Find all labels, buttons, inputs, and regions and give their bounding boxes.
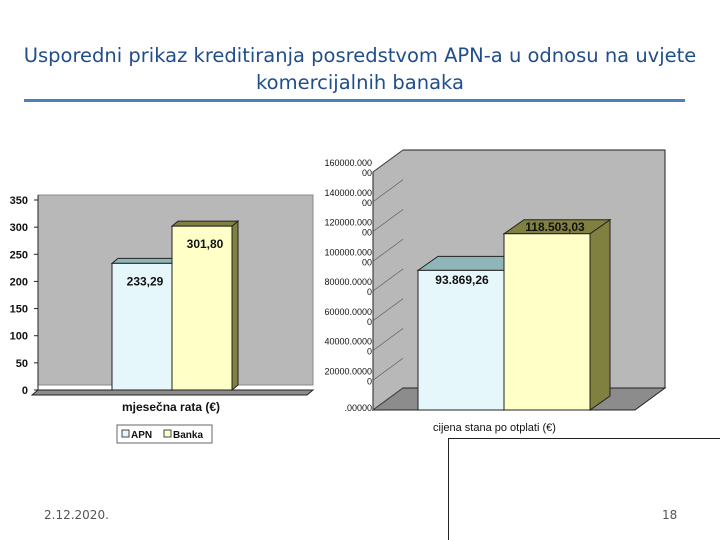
y-tick-label: 80000.0000 [324,277,372,287]
bar-banka-side [231,220,239,392]
y-tick-label: 200 [10,276,28,288]
plot-floor [30,389,315,396]
y-tick-mark [372,387,404,411]
y-tick-mark [372,209,404,232]
bar-apn [417,269,505,411]
y-tick-mark [372,149,404,173]
y-tick-mark [372,179,404,202]
slide-title: Usporedni prikaz kreditiranja posredstvo… [23,44,697,94]
legend-label: Banka [173,430,203,441]
bar-banka-side [589,218,611,411]
y-tick-label: 00 [362,257,372,267]
y-tick-label: 0 [367,376,372,386]
bar-apn-top [110,257,180,264]
y-tick-label: 20000.0000 [324,366,372,376]
y-tick-label: 100000.000 [324,247,372,257]
slide-date: 2.12.2020. [44,508,109,522]
y-tick-label: 100 [10,331,28,343]
y-tick-mark [372,298,404,321]
y-tick-label: 0 [367,317,372,327]
data-label: 93.869,26 [435,273,489,287]
y-tick-mark [372,239,404,262]
y-tick-label: 160000.000 [324,158,372,168]
y-tick-mark [372,358,404,381]
apartment-price-chart: .0000020000.0000040000.0000060000.000008… [324,149,667,434]
bar-banka-top [170,220,240,227]
y-tick-label: .00000 [344,403,372,413]
slide-page-number: 18 [662,508,678,522]
y-tick-label: 120000.000 [324,218,372,228]
bar-apn [111,262,173,391]
y-tick-mark [372,328,404,351]
bar-banka [503,233,591,411]
monthly-payment-chart: 0 50 100 150 200 250 300 350 233,29 301,80 mjesečn… [10,194,315,444]
y-tick-label: 40000.0000 [324,337,372,347]
y-tick-label: 00 [362,198,372,208]
y-tick-label: 150 [10,304,28,316]
y-tick-label: 00 [362,168,372,178]
data-label: 233,29 [127,274,164,288]
y-tick-label: 50 [16,358,28,370]
title-underline [24,99,685,102]
y-tick-label: 300 [10,222,28,234]
bar-banka [171,225,233,391]
x-axis-label: mjesečna rata (€) [122,400,220,414]
y-tick-label: 350 [10,195,28,207]
y-tick-label: 00 [362,228,372,238]
data-label: 118.503,03 [525,220,585,234]
y-tick-label: 0 [367,347,372,357]
data-label: 301,80 [187,237,224,251]
y-tick-label: 250 [10,249,28,261]
legend-swatch [163,429,172,438]
y-tick-label: 140000.000 [324,188,372,198]
y-tick-mark [372,268,404,292]
y-tick-label: 60000.0000 [324,307,372,317]
y-tick-label: 0 [22,385,28,397]
box-top-line [448,438,720,439]
legend-swatch [121,429,130,438]
x-axis-label: cijena stana po otplati (€) [433,422,556,434]
legend-label: APN [131,430,152,441]
y-tick-label: 0 [367,287,372,297]
box-left-line [448,438,449,540]
